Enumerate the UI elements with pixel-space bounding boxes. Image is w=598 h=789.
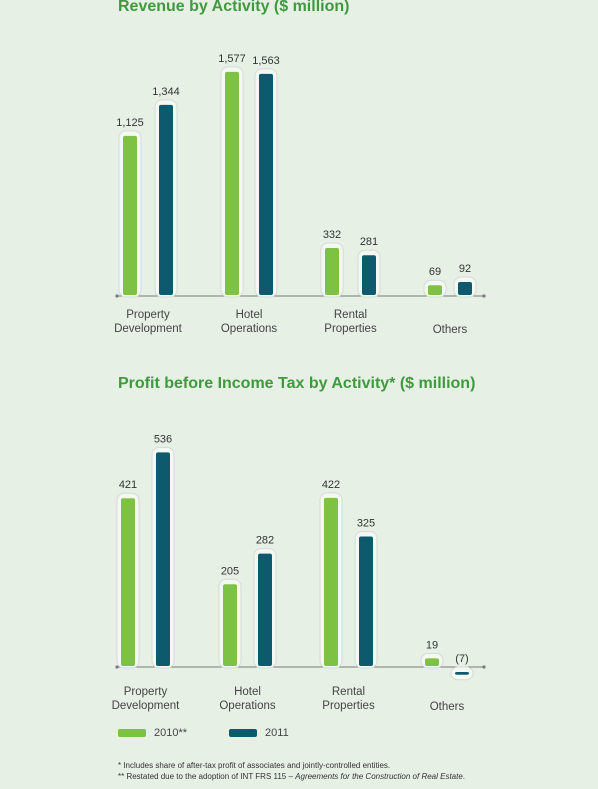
bar-value-label: 1,577: [218, 53, 246, 65]
x-axis-end-dot: [115, 294, 119, 298]
bar-value-label: 281: [360, 236, 378, 248]
footnote-2-italic: Agreements for the Construction of Real …: [295, 772, 463, 781]
legend-swatch-2011: [229, 729, 258, 737]
footnotes: * Includes share of after-tax profit of …: [118, 760, 465, 782]
legend-label-2010: 2010**: [154, 727, 188, 739]
x-axis-end-dot: [115, 665, 119, 669]
bar-2011: [359, 536, 373, 666]
bar-2010: [325, 248, 339, 295]
legend-swatch-2010: [118, 729, 146, 737]
bar-value-label: 536: [154, 433, 172, 445]
x-axis-end-dot: [482, 294, 486, 298]
bar-value-label: 205: [221, 565, 239, 577]
bar-value-label: 282: [256, 535, 274, 547]
bar-value-label: 421: [119, 479, 137, 491]
bar-value-label: 1,563: [252, 55, 280, 67]
bar-2010: [121, 498, 135, 666]
bar-value-label: 1,344: [152, 86, 180, 98]
legend-item-2010: 2010**: [118, 727, 187, 739]
category-label: Others: [433, 324, 468, 336]
bar-value-label: (7): [455, 653, 468, 665]
bar-2011: [258, 553, 272, 666]
legend: 2010** 2011: [118, 727, 331, 739]
category-label: Rental: [334, 309, 367, 321]
category-label: Operations: [221, 323, 278, 335]
bar-value-label: 69: [429, 266, 441, 278]
footnote-2-prefix: ** Restated due to the adoption of INT F…: [118, 772, 296, 781]
category-label: Rental: [332, 686, 365, 698]
bar-2011: [458, 281, 472, 295]
bar-2011: [156, 452, 170, 666]
bar-2010: [223, 584, 237, 666]
bar-value-label: 332: [323, 229, 341, 241]
bar-value-label: 325: [357, 517, 375, 529]
bar-2011: [159, 104, 173, 295]
bar-2010: [428, 285, 442, 295]
category-label: Hotel: [234, 686, 261, 698]
bar-2010: [425, 658, 439, 666]
bar-2011: [362, 255, 376, 295]
bar-value-label: 1,125: [116, 117, 144, 129]
footnote-1: * Includes share of after-tax profit of …: [118, 761, 391, 770]
bar-2010: [225, 71, 239, 296]
bar-value-label: 422: [322, 479, 340, 491]
category-label: Development: [112, 700, 181, 712]
bar-value-label: 92: [459, 263, 471, 275]
bar-2010: [324, 497, 338, 666]
x-axis-end-dot: [482, 665, 486, 669]
legend-item-2011: 2011: [229, 727, 289, 739]
profit-chart-title: Profit before Income Tax by Activity* ($…: [118, 375, 476, 392]
category-label: Development: [114, 323, 183, 335]
category-label: Operations: [219, 700, 276, 712]
category-label: Hotel: [236, 309, 263, 321]
bar-value-label: 19: [426, 639, 438, 651]
revenue-chart-title: Revenue by Activity ($ million): [118, 0, 350, 15]
bar-2011: [259, 73, 273, 295]
legend-label-2011: 2011: [265, 727, 289, 739]
category-label: Properties: [324, 323, 377, 335]
bar-2011: [455, 672, 469, 675]
category-label: Properties: [322, 700, 375, 712]
footnote-2-suffix: .: [462, 772, 466, 781]
category-label: Property: [126, 309, 170, 321]
category-label: Others: [430, 701, 465, 713]
category-label: Property: [124, 686, 168, 698]
footnote-2: ** Restated due to the adoption of INT F…: [118, 771, 465, 782]
bar-2010: [123, 135, 137, 295]
